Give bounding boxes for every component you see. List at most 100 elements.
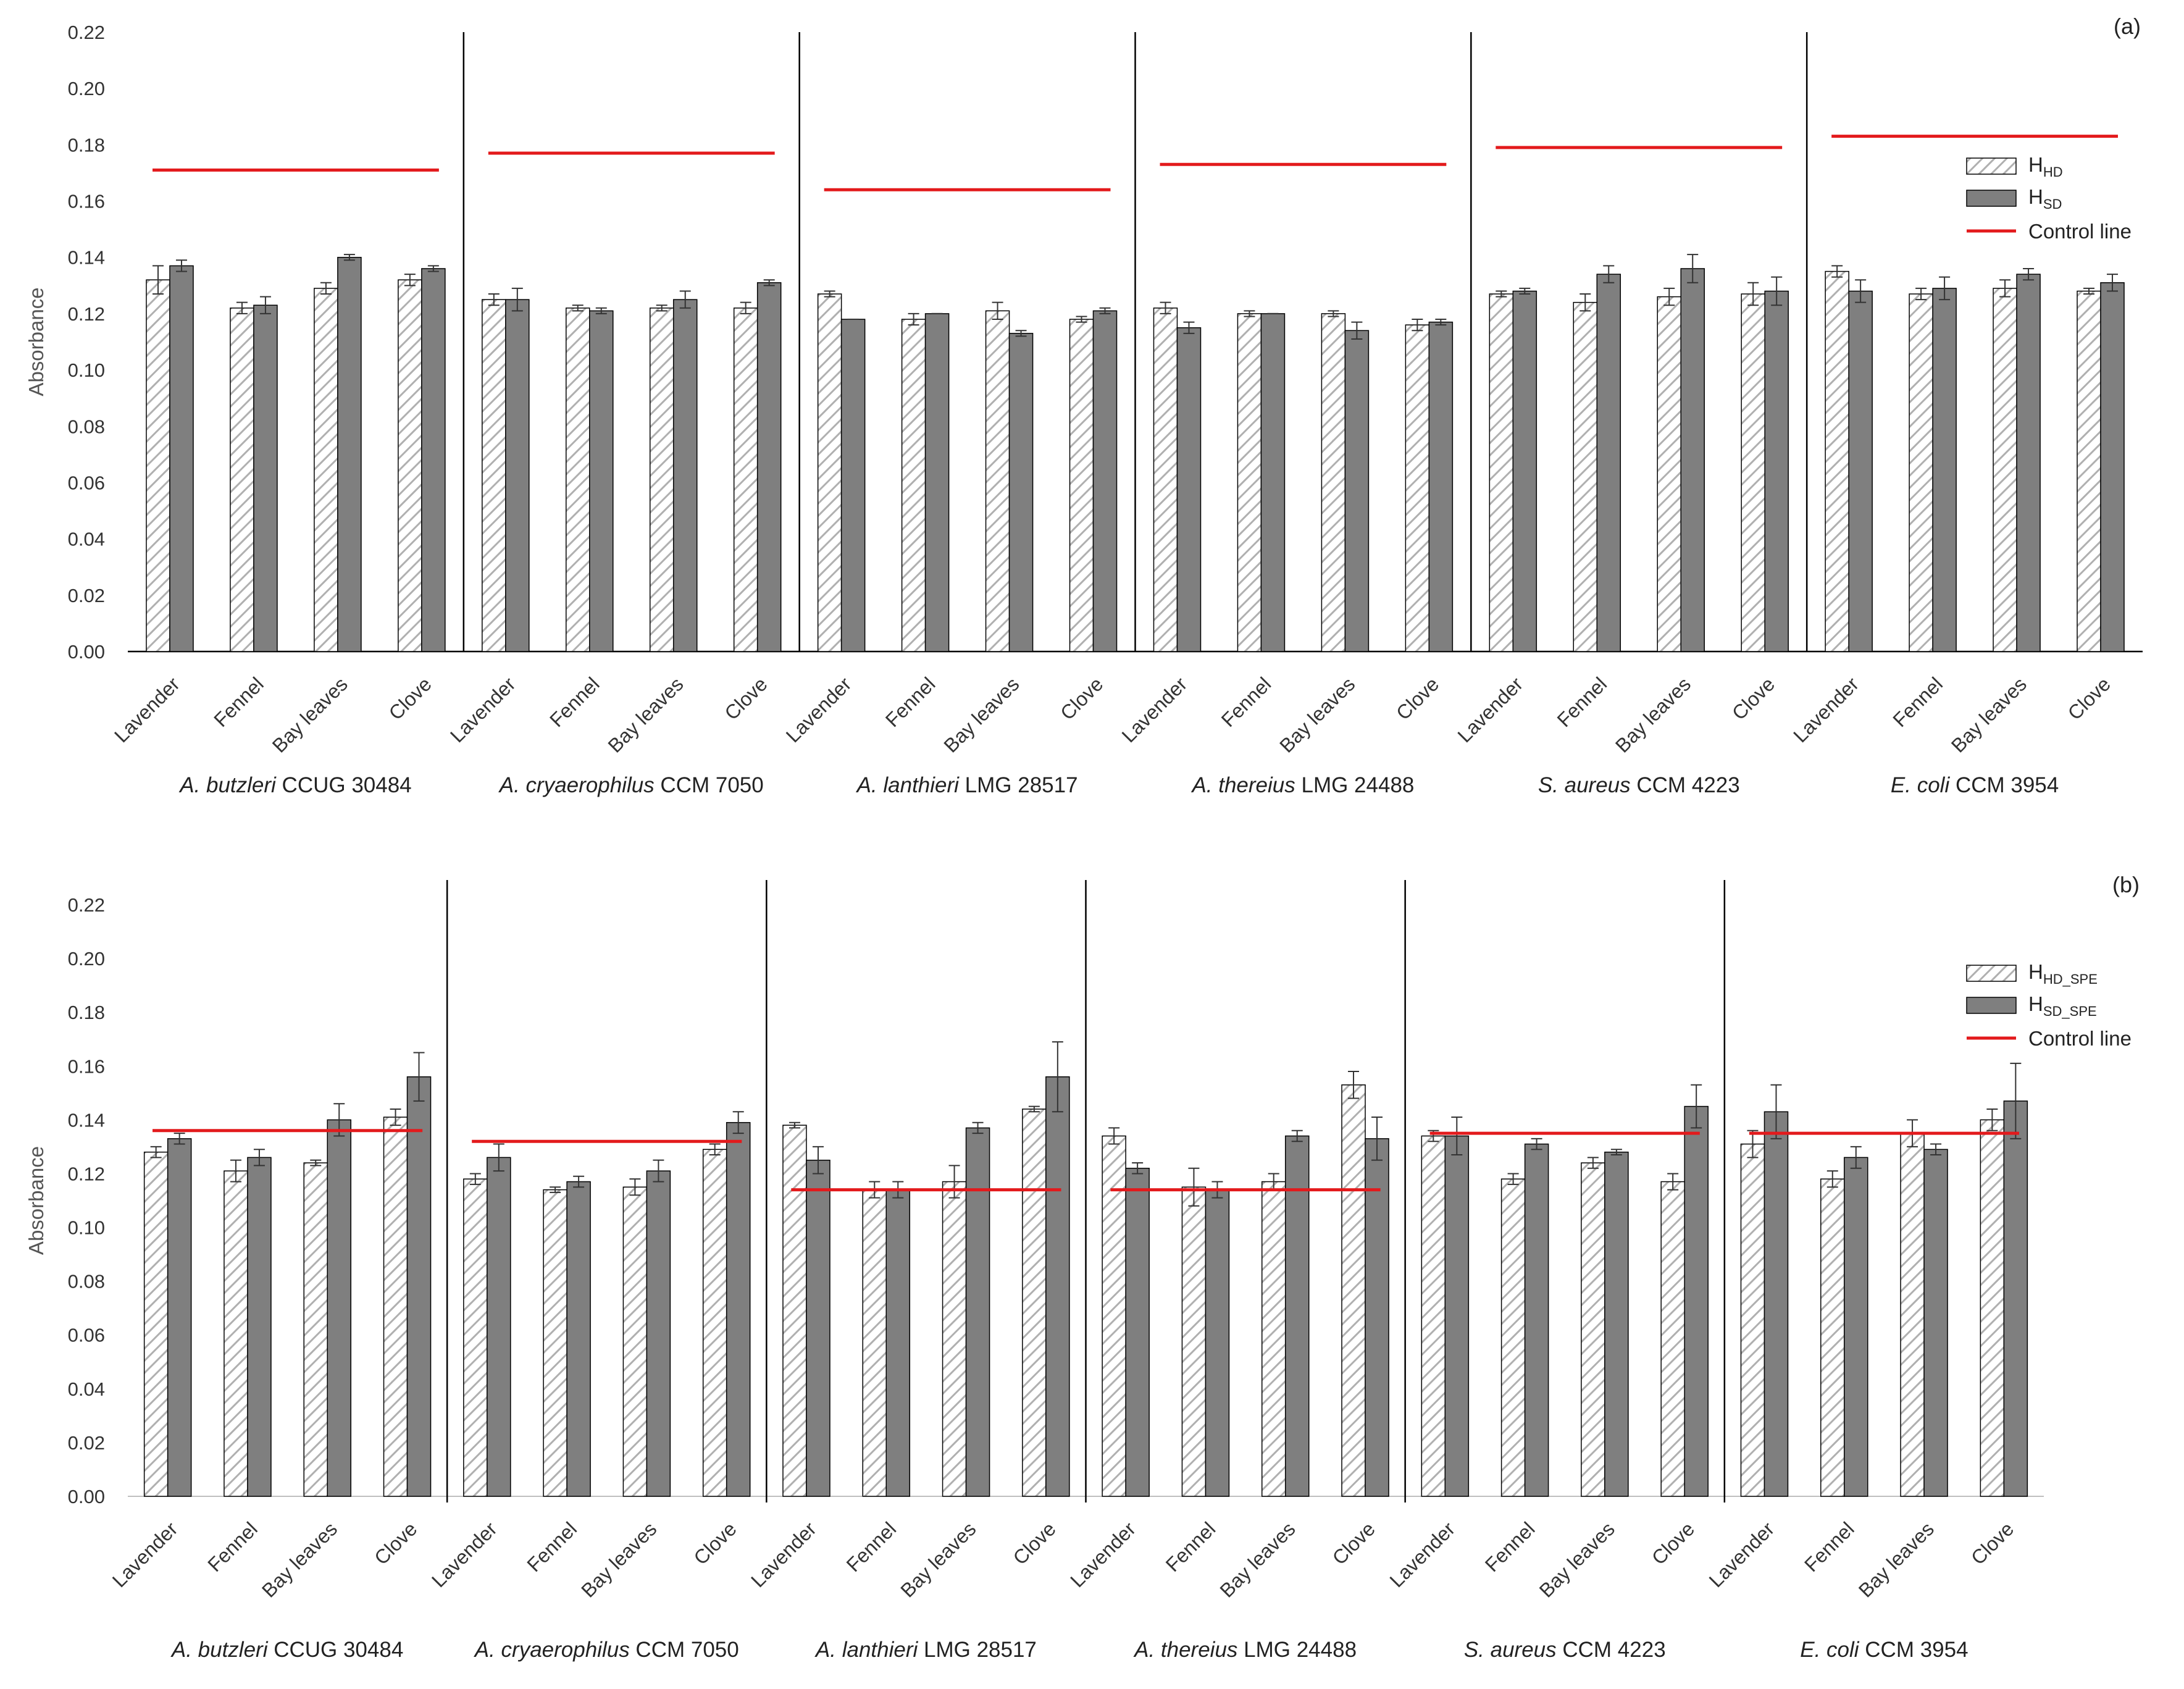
category-label: Clove — [1728, 673, 1779, 724]
strain-label: A. butzleri CCUG 30484 — [170, 1638, 403, 1662]
category-label: Bay leaves — [1535, 1517, 1619, 1601]
y-tick-label: 0.02 — [68, 585, 105, 606]
category-label: Clove — [1647, 1517, 1699, 1569]
bar-series1 — [649, 308, 674, 652]
category-label: Lavender — [1066, 1517, 1140, 1591]
bar-series2 — [253, 304, 278, 652]
bar-series2 — [327, 1119, 351, 1497]
bar-series2 — [1008, 333, 1034, 652]
bar-series1 — [1153, 308, 1178, 652]
strain-label: A. thereius LMG 24488 — [1190, 773, 1414, 797]
category-label: Fennel — [203, 1517, 262, 1576]
category-label: Lavender — [1705, 1517, 1779, 1591]
strain-label: E. coli CCM 3954 — [1891, 773, 2059, 797]
strain-label: A. butzleri CCUG 30484 — [178, 773, 411, 797]
y-tick-label: 0.08 — [68, 416, 105, 437]
category-label: Fennel — [1481, 1517, 1539, 1576]
strain-name: A. butzleri — [170, 1638, 269, 1662]
strain-label: S. aureus CCM 4223 — [1538, 773, 1740, 797]
bar-series1 — [543, 1189, 567, 1497]
category-label: Bay leaves — [1611, 673, 1695, 756]
category-label: Clove — [689, 1517, 740, 1569]
category-label: Bay leaves — [577, 1517, 661, 1601]
bar-series2 — [1428, 321, 1454, 652]
legend-series1-base: H — [2028, 153, 2043, 176]
category-label: Bay leaves — [257, 1517, 341, 1601]
legend-series2-sub: SD — [2043, 196, 2062, 212]
bar-series1 — [1900, 1133, 1925, 1497]
category-label: Lavender — [427, 1517, 501, 1591]
category-label: Fennel — [1217, 673, 1276, 731]
bar-series1 — [862, 1189, 887, 1497]
bar-series1 — [1489, 293, 1514, 652]
strain-name: E. coli — [1800, 1638, 1860, 1662]
legend-label-control: Control line — [2028, 1027, 2132, 1050]
strain-code: LMG 24488 — [1295, 773, 1415, 797]
legend-series2-base: H — [2028, 185, 2043, 208]
panel-b-chart: 0.00 0.02 0.04 0.06 0.08 0.10 0.12 0.14 0.16 0.18… — [25, 872, 2140, 1662]
legend-swatch-series1 — [1966, 965, 2017, 982]
legend-label-series2: HSD — [2028, 185, 2062, 212]
bar-series2 — [2003, 1100, 2028, 1497]
bar-series1 — [1341, 1084, 1366, 1497]
strain-name: A. lanthieri — [856, 773, 960, 797]
bar-series1 — [733, 308, 758, 652]
y-tick-label: 0.18 — [68, 1002, 105, 1023]
bar-series2 — [1512, 290, 1538, 652]
strain-label: S. aureus CCM 4223 — [1464, 1638, 1666, 1662]
bar-series2 — [646, 1170, 671, 1497]
bar-series1 — [383, 1117, 408, 1497]
bar-series2 — [2100, 282, 2125, 652]
bar-series2 — [1045, 1076, 1070, 1497]
bar-series1 — [1657, 296, 1681, 652]
category-label: Fennel — [1553, 673, 1612, 731]
strain-label: A. lanthieri LMG 28517 — [856, 773, 1078, 797]
legend-label-series1: HHD_SPE — [2028, 960, 2098, 987]
bar-series2 — [1524, 1143, 1549, 1497]
category-label: Lavender — [1453, 673, 1527, 747]
category-label: Fennel — [545, 673, 604, 731]
category-label: Bay leaves — [1216, 1517, 1300, 1601]
bar-series2 — [1680, 268, 1705, 652]
bar-series2 — [885, 1189, 911, 1497]
bar-series2 — [421, 268, 446, 652]
category-label: Lavender — [1789, 673, 1863, 747]
strain-name: A. cryaerophilus — [498, 773, 655, 797]
category-label: Fennel — [1800, 1517, 1859, 1576]
category-label: Bay leaves — [1275, 673, 1359, 756]
bar-series2 — [1764, 290, 1789, 652]
bar-series1 — [2077, 290, 2101, 652]
bar-series2 — [1205, 1189, 1230, 1497]
category-label: Fennel — [842, 1517, 901, 1576]
bar-series2 — [965, 1127, 990, 1497]
category-label: Bay leaves — [1854, 1517, 1938, 1601]
y-tick-label: 0.04 — [68, 1378, 105, 1400]
y-tick-label: 0.20 — [68, 78, 105, 99]
legend-label-control: Control line — [2028, 220, 2132, 243]
strain-name: A. butzleri — [178, 773, 277, 797]
bar-series1 — [224, 1170, 248, 1497]
category-label: Bay leaves — [604, 673, 688, 756]
bar-series2 — [924, 313, 950, 652]
bar-series1 — [702, 1149, 727, 1497]
y-tick-label: 0.08 — [68, 1271, 105, 1293]
bar-series1 — [1741, 293, 1765, 652]
bar-series2 — [1284, 1135, 1310, 1497]
y-tick-label: 0.06 — [68, 1325, 105, 1346]
category-label: Fennel — [209, 673, 268, 731]
legend-swatch-series2 — [1966, 997, 2017, 1014]
bar-series2 — [589, 310, 614, 652]
y-tick-label: 0.14 — [68, 247, 105, 269]
panel-a-chart: 0.00 0.02 0.04 0.06 0.08 0.10 0.12 0.14 0.16 0.18… — [25, 14, 2143, 797]
category-label: Bay leaves — [896, 1517, 980, 1601]
category-label: Lavender — [747, 1517, 821, 1591]
bar-series1 — [1405, 324, 1430, 652]
strain-code: CCM 7050 — [655, 773, 764, 797]
strain-name: S. aureus — [1538, 773, 1631, 797]
bar-series1 — [1181, 1186, 1207, 1497]
bar-series1 — [1022, 1109, 1047, 1497]
category-label: Bay leaves — [268, 673, 352, 756]
